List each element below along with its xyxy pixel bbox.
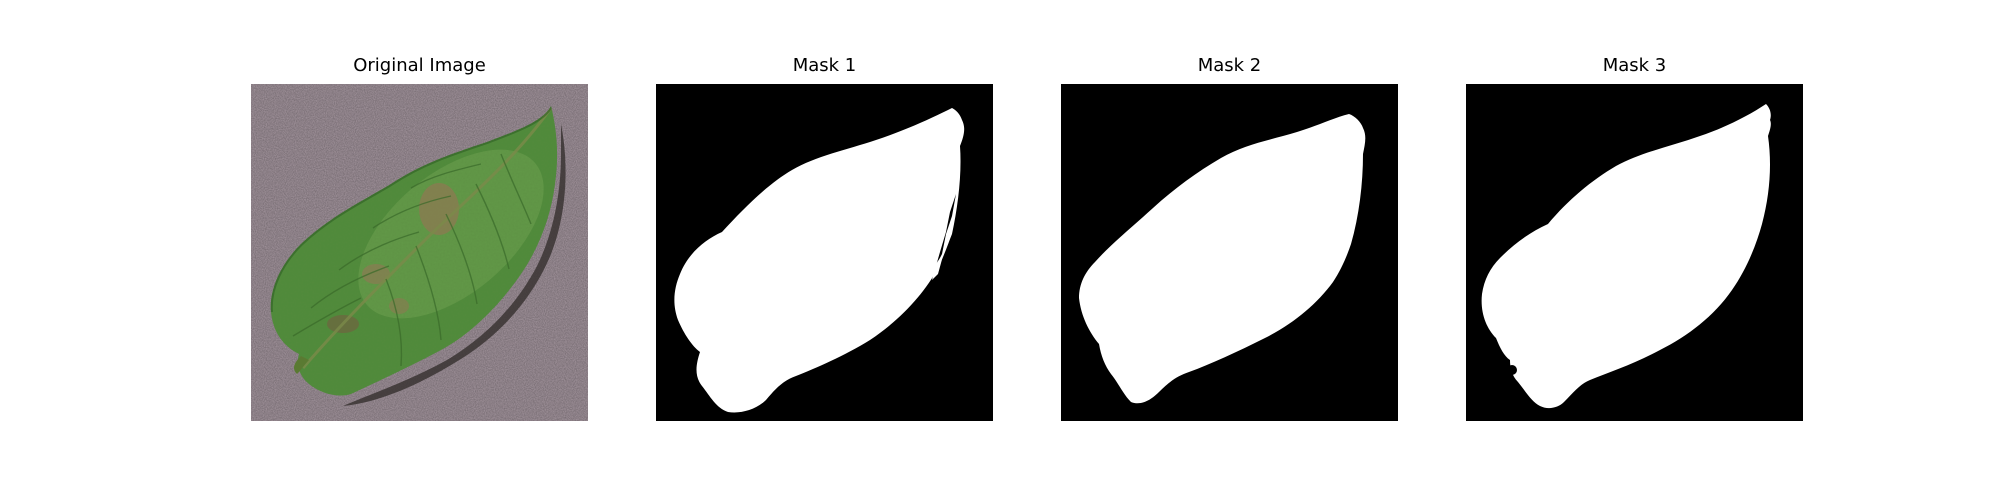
leaf-mask — [674, 108, 965, 413]
original-image-panel: Original Image — [251, 54, 588, 422]
mask-3-title: Mask 3 — [1602, 55, 1667, 76]
lesion — [389, 298, 409, 314]
original-image-title: Original Image — [353, 55, 486, 76]
mask-gap — [936, 194, 956, 266]
mask-2-image — [1061, 84, 1398, 421]
petiole — [294, 356, 309, 374]
midrib — [301, 107, 553, 369]
lesion — [362, 264, 390, 284]
leaf-mask — [1079, 114, 1366, 404]
leaf-mask — [1481, 104, 1771, 409]
mask-1-panel: Mask 1 — [656, 54, 993, 422]
mask-3-image — [1466, 84, 1803, 421]
leaf-photo — [251, 84, 588, 421]
mask-3-panel: Mask 3 — [1466, 54, 1803, 422]
mask-1-image — [656, 84, 993, 421]
veins — [292, 153, 532, 367]
mask-hole — [1507, 365, 1517, 375]
mask-1-title: Mask 1 — [792, 55, 857, 76]
mask-2-panel: Mask 2 — [1061, 54, 1398, 422]
mask-fragment — [932, 252, 944, 280]
mask-2-title: Mask 2 — [1197, 55, 1262, 76]
